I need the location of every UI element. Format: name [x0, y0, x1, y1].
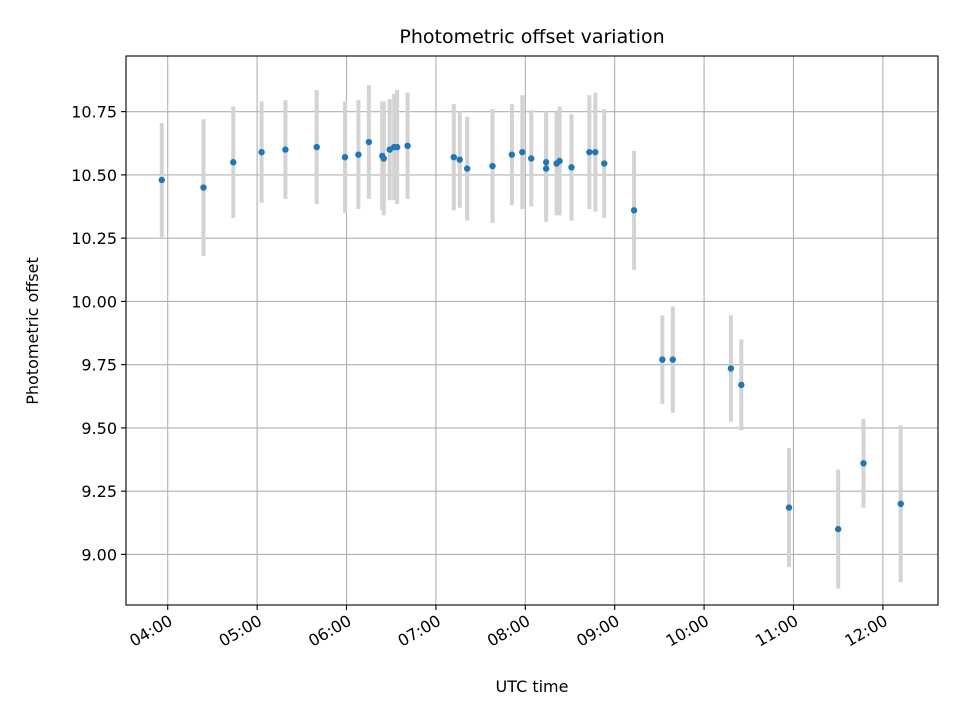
y-tick-label: 10.25 [71, 229, 117, 248]
data-point [456, 156, 463, 163]
data-point [519, 148, 526, 156]
data-point [463, 165, 471, 172]
data-point [393, 143, 401, 151]
data-point [282, 146, 289, 153]
data-point [489, 162, 496, 170]
y-tick-label: 10.50 [71, 166, 117, 185]
x-axis-label: UTC time [496, 677, 569, 696]
data-point [542, 159, 550, 166]
y-axis-ticks: 9.00 9.25 9.50 9.75 10.00 10.25 10.50 10.75 [71, 103, 126, 564]
data-point [586, 148, 593, 156]
data-point [727, 365, 735, 372]
data-point [785, 504, 793, 511]
data-point [450, 153, 457, 161]
y-tick-label: 9.00 [81, 545, 117, 564]
data-point [568, 164, 575, 171]
y-axis-label: Photometric offset [23, 257, 42, 405]
data-point [659, 356, 666, 363]
data-point [601, 160, 608, 167]
data-point [313, 143, 320, 151]
data-point [355, 151, 362, 158]
y-tick-label: 9.50 [81, 419, 117, 438]
data-point [630, 207, 638, 214]
data-point [834, 525, 842, 533]
plot-frame [125, 55, 939, 606]
data-point [258, 148, 265, 156]
data-point [592, 148, 599, 156]
data-points [158, 138, 904, 533]
data-point [200, 184, 207, 191]
data-point [738, 381, 745, 389]
chart-title: Photometric offset variation [399, 26, 664, 48]
data-point [230, 159, 237, 166]
y-tick-label: 9.25 [81, 482, 117, 501]
data-point [380, 155, 387, 162]
data-point [404, 142, 411, 150]
data-point [897, 500, 904, 508]
data-point [860, 460, 867, 467]
data-point [365, 138, 373, 146]
y-tick-label: 9.75 [81, 356, 117, 375]
data-point [158, 176, 165, 184]
data-point [542, 165, 550, 172]
y-tick-label: 10.00 [71, 292, 117, 311]
data-point [508, 151, 516, 158]
data-point [528, 155, 535, 162]
data-point [341, 153, 349, 161]
data-point [669, 356, 676, 363]
y-tick-label: 10.75 [71, 103, 117, 122]
data-point [556, 157, 563, 165]
